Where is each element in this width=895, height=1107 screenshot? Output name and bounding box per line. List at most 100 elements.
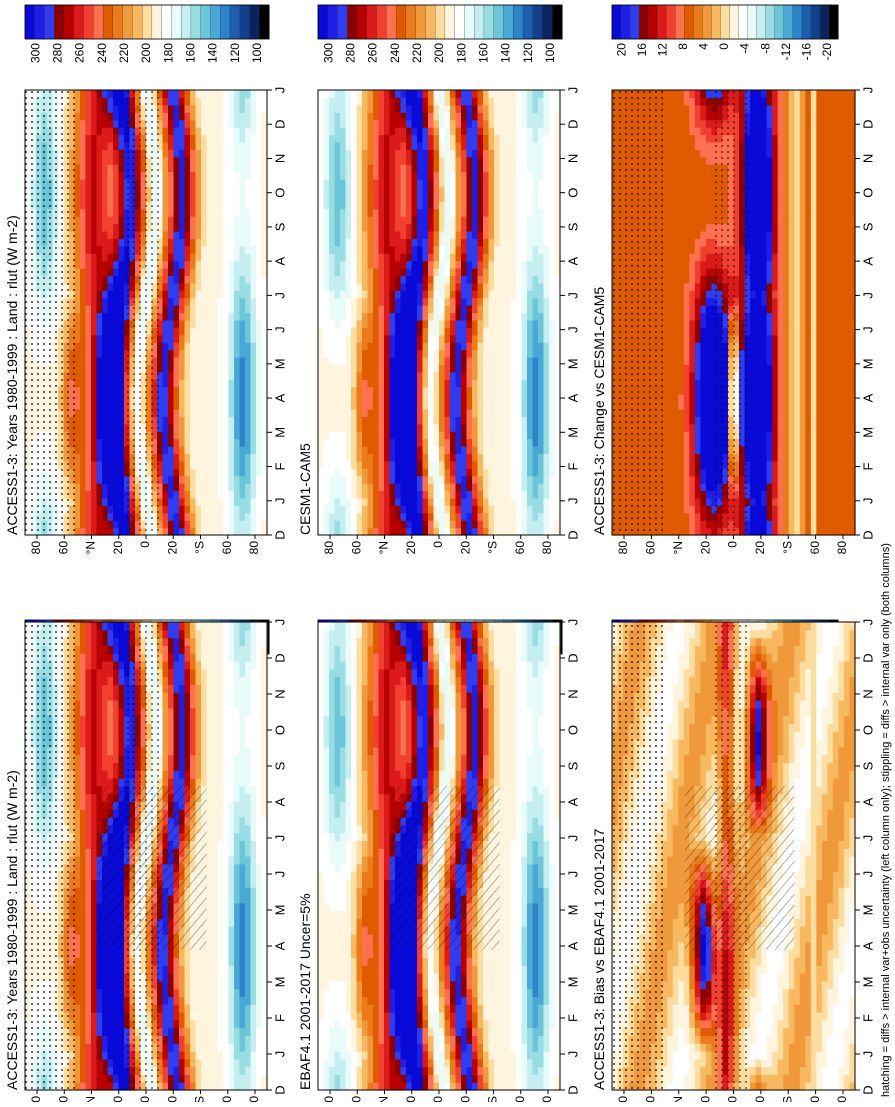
heatmap-cell bbox=[223, 1082, 229, 1090]
heatmap-cell bbox=[212, 453, 218, 461]
heatmap-cell bbox=[218, 468, 224, 476]
heatmap-cell bbox=[251, 677, 257, 685]
heatmap-cell bbox=[229, 926, 235, 934]
heatmap-cell bbox=[212, 409, 218, 417]
heatmap-cell bbox=[91, 778, 97, 786]
heatmap-cell bbox=[80, 372, 86, 380]
heatmap-cell bbox=[185, 231, 191, 239]
heatmap-cell bbox=[91, 677, 97, 685]
heatmap-cell bbox=[207, 723, 213, 731]
heatmap-cell bbox=[174, 491, 180, 499]
heatmap-cell bbox=[97, 723, 103, 731]
heatmap-cell bbox=[207, 747, 213, 755]
heatmap-cell bbox=[80, 409, 86, 417]
heatmap-cell bbox=[201, 453, 207, 461]
heatmap-cell bbox=[212, 209, 218, 217]
heatmap-cell bbox=[86, 778, 92, 786]
heatmap-cell bbox=[223, 677, 229, 685]
heatmap-cell bbox=[91, 965, 97, 973]
heatmap-cell bbox=[108, 498, 114, 506]
heatmap-cell bbox=[108, 231, 114, 239]
heatmap-cell bbox=[163, 431, 169, 439]
heatmap-cell bbox=[163, 179, 169, 187]
heatmap-cell bbox=[108, 692, 114, 700]
heatmap-cell bbox=[240, 879, 246, 887]
heatmap-cell bbox=[119, 762, 125, 770]
heatmap-cell bbox=[163, 653, 169, 661]
heatmap-cell bbox=[97, 357, 103, 365]
heatmap-cell bbox=[201, 379, 207, 387]
heatmap-cell bbox=[179, 268, 185, 276]
heatmap-cell bbox=[119, 127, 125, 135]
heatmap-cell bbox=[119, 253, 125, 261]
heatmap-cell bbox=[174, 1020, 180, 1028]
heatmap-cell bbox=[212, 97, 218, 105]
heatmap-cell bbox=[91, 825, 97, 833]
heatmap-cell bbox=[218, 491, 224, 499]
heatmap-cell bbox=[229, 856, 235, 864]
heatmap-cell bbox=[174, 770, 180, 778]
heatmap-cell bbox=[119, 1051, 125, 1059]
heatmap-cell bbox=[119, 342, 125, 350]
heatmap-cell bbox=[245, 996, 251, 1004]
heatmap-cell bbox=[223, 840, 229, 848]
heatmap-cell bbox=[212, 973, 218, 981]
heatmap-cell bbox=[86, 298, 92, 306]
heatmap-cell bbox=[218, 692, 224, 700]
heatmap-cell bbox=[108, 1035, 114, 1043]
heatmap-cell bbox=[201, 149, 207, 157]
heatmap-cell bbox=[256, 918, 262, 926]
heatmap-cell bbox=[174, 692, 180, 700]
heatmap-cell bbox=[119, 387, 125, 395]
colorbar-swatch bbox=[45, 5, 55, 39]
heatmap-cell bbox=[185, 476, 191, 484]
heatmap-cell bbox=[207, 989, 213, 997]
heatmap-cell bbox=[190, 498, 196, 506]
heatmap-cell bbox=[207, 476, 213, 484]
heatmap-cell bbox=[196, 439, 202, 447]
heatmap-cell bbox=[218, 298, 224, 306]
heatmap-cell bbox=[234, 1020, 240, 1028]
heatmap-cell bbox=[113, 692, 119, 700]
heatmap-cell bbox=[212, 1012, 218, 1020]
heatmap-cell bbox=[190, 762, 196, 770]
heatmap-cell bbox=[179, 424, 185, 432]
heatmap-cell bbox=[80, 431, 86, 439]
heatmap-cell bbox=[119, 778, 125, 786]
heatmap-cell bbox=[163, 224, 169, 232]
heatmap-cell bbox=[251, 989, 257, 997]
heatmap-cell bbox=[212, 461, 218, 469]
heatmap-cell bbox=[91, 135, 97, 143]
heatmap-cell bbox=[174, 708, 180, 716]
heatmap-cell bbox=[108, 105, 114, 113]
heatmap-cell bbox=[102, 770, 108, 778]
heatmap-cell bbox=[108, 1028, 114, 1036]
heatmap-cell bbox=[179, 409, 185, 417]
heatmap-cell bbox=[201, 957, 207, 965]
heatmap-cell bbox=[185, 1059, 191, 1067]
heatmap-cell bbox=[212, 313, 218, 321]
heatmap-cell bbox=[86, 231, 92, 239]
heatmap-cell bbox=[119, 172, 125, 180]
heatmap-cell bbox=[212, 90, 218, 98]
heatmap-cell bbox=[179, 638, 185, 646]
heatmap-cell bbox=[102, 1043, 108, 1051]
heatmap-cell bbox=[223, 973, 229, 981]
heatmap-cell bbox=[91, 313, 97, 321]
heatmap-cell bbox=[229, 528, 235, 536]
heatmap-cell bbox=[212, 1004, 218, 1012]
heatmap-cell bbox=[174, 1067, 180, 1075]
heatmap-cell bbox=[240, 778, 246, 786]
heatmap-cell bbox=[102, 989, 108, 997]
heatmap-cell bbox=[179, 520, 185, 528]
heatmap-cell bbox=[86, 825, 92, 833]
heatmap-cell bbox=[218, 1028, 224, 1036]
heatmap-cell bbox=[113, 149, 119, 157]
heatmap-cell bbox=[207, 364, 213, 372]
heatmap-cell bbox=[86, 483, 92, 491]
heatmap-cell bbox=[196, 327, 202, 335]
heatmap-cell bbox=[196, 770, 202, 778]
heatmap-cell bbox=[86, 327, 92, 335]
heatmap-cell bbox=[119, 645, 125, 653]
